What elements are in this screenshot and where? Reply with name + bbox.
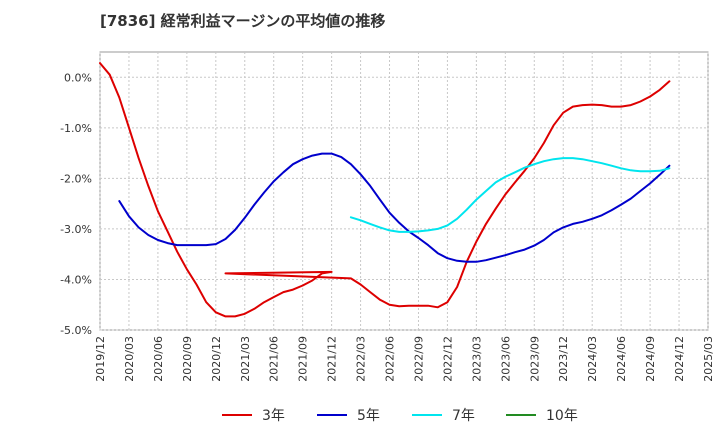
x-tick-label: 2025/03 (702, 336, 715, 382)
x-tick-label: 2020/03 (123, 336, 136, 382)
x-tick-label: 2022/09 (412, 336, 425, 382)
x-tick-label: 2023/03 (470, 336, 483, 382)
chart-title: [7836] 経常利益マージンの平均値の推移 (100, 12, 386, 30)
x-tick-label: 2023/09 (528, 336, 541, 382)
y-tick-label: 0.0% (64, 71, 92, 84)
x-tick-label: 2020/06 (152, 336, 165, 382)
x-tick-label: 2023/06 (499, 336, 512, 382)
legend-label-0: 3年 (262, 408, 285, 424)
y-tick-label: -1.0% (60, 122, 92, 135)
x-tick-label: 2024/09 (644, 336, 657, 382)
y-tick-label: -5.0% (60, 324, 92, 337)
series-line-1 (118, 152, 671, 263)
x-tick-label: 2022/12 (441, 336, 454, 382)
y-tick-label: -3.0% (60, 223, 92, 236)
x-tick-label: 2022/06 (384, 336, 397, 382)
series-line-0 (99, 62, 671, 318)
x-tick-label: 2021/03 (239, 336, 252, 382)
x-tick-label: 2020/09 (181, 336, 194, 382)
x-tick-label: 2024/12 (673, 336, 686, 382)
plot-area (99, 51, 709, 331)
x-tick-label: 2024/06 (615, 336, 628, 382)
x-tick-label: 2024/03 (586, 336, 599, 382)
y-tick-label: -4.0% (60, 273, 92, 286)
x-tick-label: 2021/06 (268, 336, 281, 382)
x-tick-label: 2022/03 (355, 336, 368, 382)
x-tick-label: 2023/12 (557, 336, 570, 382)
x-tick-label: 2020/12 (210, 336, 223, 382)
legend-label-2: 7年 (452, 408, 475, 424)
x-tick-label: 2021/09 (297, 336, 310, 382)
legend-label-1: 5年 (357, 408, 380, 424)
series-line-2 (349, 157, 671, 233)
y-tick-label: -2.0% (60, 172, 92, 185)
legend-label-3: 10年 (546, 408, 578, 424)
x-tick-label: 2021/12 (326, 336, 339, 382)
x-tick-label: 2019/12 (94, 336, 107, 382)
